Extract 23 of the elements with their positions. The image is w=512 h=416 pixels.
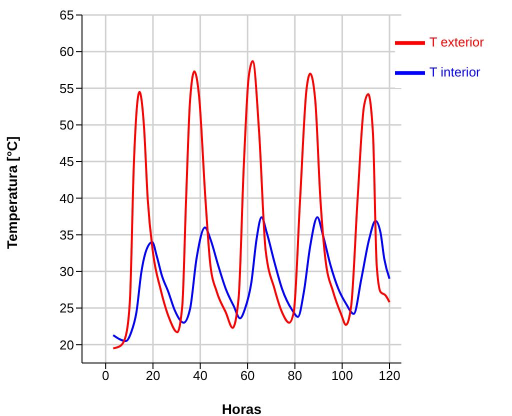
x-tick-label: 40	[193, 368, 208, 384]
x-tick-label: 20	[146, 368, 160, 384]
y-tick-label: 20	[60, 337, 74, 352]
x-tick-label: 80	[288, 368, 302, 384]
y-tick-label: 25	[60, 300, 74, 316]
line-series	[112, 60, 390, 350]
legend-label: T exterior	[429, 34, 484, 50]
x-tick-label: 60	[240, 368, 255, 384]
y-tick-label: 50	[60, 118, 74, 133]
x-tick-label: 0	[102, 368, 110, 384]
x-axis-title: Horas	[222, 401, 262, 416]
y-tick-label: 55	[60, 80, 74, 96]
x-tick-label: 120	[378, 368, 400, 384]
y-axis-title: Temperatura [°C]	[4, 136, 20, 249]
y-tick-label: 65	[60, 8, 74, 23]
x-tick-label: 100	[331, 368, 354, 384]
legend-label: T interior	[429, 64, 480, 80]
y-tick-label: 40	[60, 190, 74, 206]
y-tick-label: 60	[60, 44, 74, 60]
line-series	[112, 216, 390, 342]
y-tick-label: 45	[60, 154, 74, 170]
y-tick-label: 35	[60, 227, 74, 242]
y-tick-label: 30	[60, 264, 74, 280]
